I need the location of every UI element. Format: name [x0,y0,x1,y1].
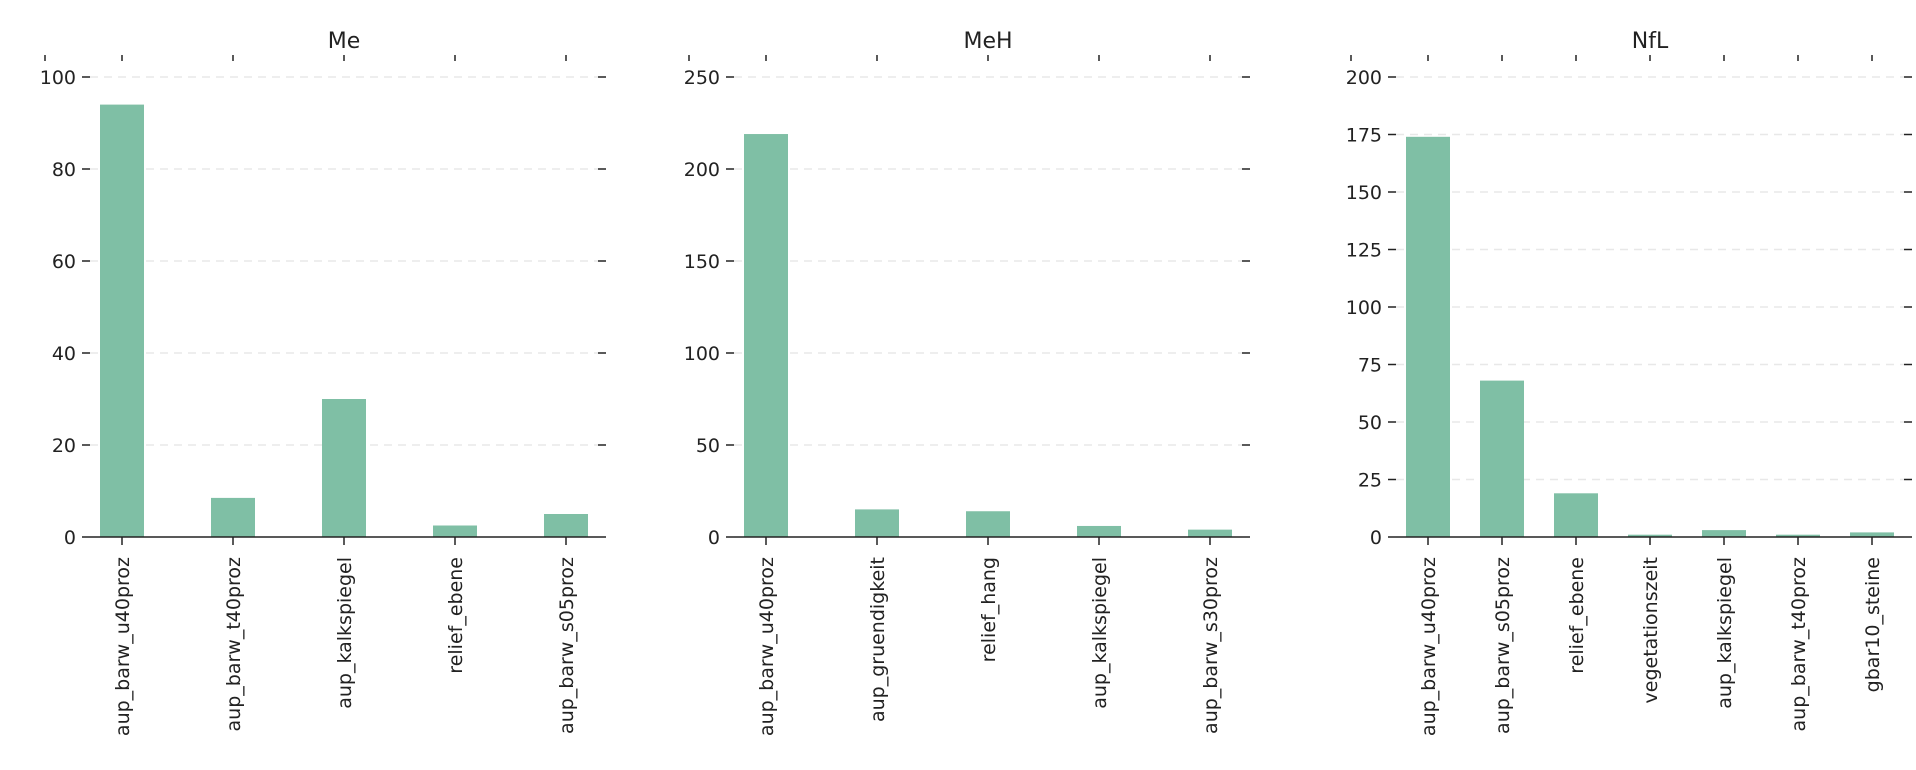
y-tick-label: 0 [1370,527,1382,549]
bar [1406,136,1450,538]
x-tick-label: relief_ebene [445,557,467,674]
x-tick-label: aup_kalkspiegel [334,557,356,709]
y-tick-label: 80 [52,159,76,181]
chart-title: Me [328,29,361,54]
y-tick-label: 100 [1346,297,1382,319]
y-tick-label: 200 [1346,67,1382,89]
bar [1077,525,1121,537]
x-tick-label: aup_barw_s05proz [556,557,578,734]
y-tick-label: 75 [1358,355,1382,377]
y-tick-label: 200 [684,159,720,181]
chart-panel-1: MeH 0 50 100 150 200 250 aup_barw_u40proz aup_gr… [684,29,1250,736]
y-tick-label: 100 [684,343,720,365]
x-tick-label: aup_barw_s30proz [1200,557,1222,734]
x-tick-label: relief_hang [978,557,1000,662]
y-tick-label: 150 [1346,182,1382,204]
y-tick-label: 25 [1358,470,1382,492]
bar [211,497,255,537]
chart-panel-2: NfL 0 25 50 75 100 125 150 175 200 aup_barw_u40pro… [1346,29,1912,736]
y-tick-label: 0 [708,527,720,549]
x-tick-label: aup_barw_t40proz [223,557,245,732]
y-tick-label: 60 [52,251,76,273]
x-tick-label: aup_gruendigkeit [867,557,889,722]
bar [100,104,144,537]
y-tick-label: 250 [684,67,720,89]
bar [1480,380,1524,537]
bar [855,509,899,537]
bar [1628,534,1672,537]
y-tick-label: 175 [1346,125,1382,147]
chart-title: MeH [963,29,1012,54]
y-tick-label: 0 [64,527,76,549]
bar [1850,532,1894,537]
chart-panel-0: Me 0 20 40 60 80 100 aup_barw_u40proz aup_barw_t… [40,29,606,736]
x-tick-label: aup_barw_u40proz [756,557,778,736]
x-tick-label: aup_barw_u40proz [1418,557,1440,736]
bar [1554,493,1598,537]
bar [966,511,1010,537]
y-tick-label: 50 [1358,412,1382,434]
bar [1702,530,1746,537]
bar [433,525,477,537]
bar [322,399,366,537]
bar [1776,534,1820,537]
x-tick-label: aup_barw_u40proz [112,557,134,736]
x-tick-label: aup_kalkspiegel [1714,557,1736,709]
y-tick-label: 20 [52,435,76,457]
x-tick-label: aup_barw_t40proz [1788,557,1810,732]
x-tick-label: aup_barw_s05proz [1492,557,1514,734]
x-tick-label: gbar10_steine [1862,557,1884,692]
x-tick-label: vegetationszeit [1640,557,1662,703]
bar [1188,529,1232,537]
chart-title: NfL [1632,29,1669,54]
y-tick-label: 125 [1346,240,1382,262]
x-tick-label: aup_kalkspiegel [1089,557,1111,709]
bar [544,514,588,537]
bar [744,134,788,538]
y-tick-label: 150 [684,251,720,273]
y-tick-label: 100 [40,67,76,89]
y-tick-label: 50 [696,435,720,457]
x-tick-label: relief_ebene [1566,557,1588,674]
y-tick-label: 40 [52,343,76,365]
